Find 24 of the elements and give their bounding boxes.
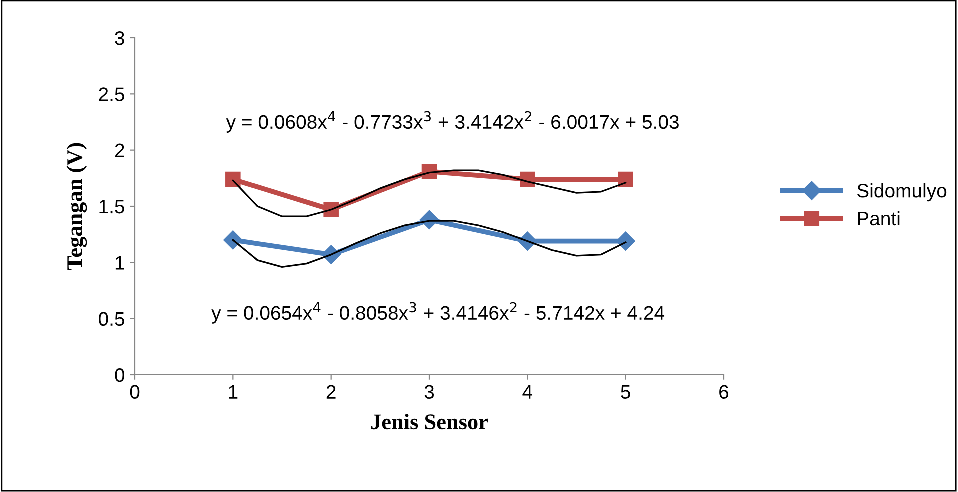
point: [226, 172, 241, 188]
y-tick-label: 2: [115, 144, 124, 158]
y-tick-label: 0: [115, 368, 125, 382]
x-tick-label: 5: [621, 385, 630, 400]
legend-label: Sidomulyo: [858, 184, 947, 202]
annotation: y = 0.0654x$^{4}$ - 0.8058x$^{3}$ + 3.4146x$^{2}$ - 5.7142x + 4.24: [212, 302, 665, 324]
x-tick-label: 1: [229, 385, 238, 399]
point: [224, 230, 243, 250]
x-axis-title: Jenis Sensor: [372, 414, 488, 430]
x-tick-label: 3: [424, 385, 434, 400]
x-tick-label: 2: [326, 385, 336, 399]
x-tick-label: 4: [522, 385, 533, 399]
point: [616, 232, 636, 251]
x-tick-label: 6: [720, 385, 729, 400]
point: [618, 172, 634, 188]
y-tick-label: 2.5: [99, 88, 124, 102]
y-tick-label: 3: [115, 31, 124, 46]
legend-label: Panti: [858, 211, 900, 226]
y-tick-label: 1.5: [100, 200, 124, 214]
y-tick-label: 0.5: [99, 312, 124, 326]
y-tick-label: 1: [116, 256, 124, 270]
annotation: y = 0.0608x$^{4}$ - 0.7733x$^{3}$ + 3.4142x$^{2}$ - 6.0017x + 5.03: [226, 111, 679, 133]
y-axis-title: Tegangan (V): [66, 143, 88, 270]
x-tick-label: 0: [130, 385, 140, 400]
